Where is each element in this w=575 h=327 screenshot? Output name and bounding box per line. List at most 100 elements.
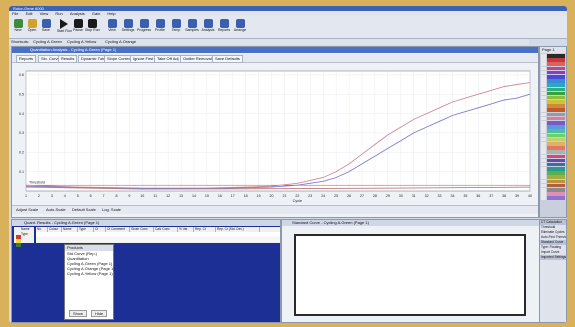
color-row[interactable] — [541, 66, 565, 71]
color-checkbox[interactable] — [541, 100, 546, 104]
adjust-scale-button[interactable]: Adjust Scale — [16, 207, 39, 212]
col-type[interactable]: Type — [78, 227, 94, 232]
menu-file[interactable]: File — [12, 11, 19, 16]
product-row-std-curve[interactable]: Std Curve (Rep.) — [67, 251, 98, 256]
color-checkbox[interactable] — [541, 171, 546, 175]
color-checkbox[interactable] — [541, 141, 546, 146]
log-scale-button[interactable]: Log. Scale — [102, 207, 121, 212]
outlier-removal-tool-button[interactable]: Outlier Removal — [180, 55, 215, 63]
color-row[interactable] — [541, 62, 565, 66]
color-checkbox[interactable] — [541, 83, 546, 87]
new-button[interactable]: New — [11, 18, 25, 36]
color-checkbox[interactable] — [541, 79, 546, 83]
product-row-cycling-yellow[interactable]: Cycling A.Yellow (Page 1) — [67, 271, 113, 276]
col-ct[interactable]: Ct — [94, 227, 106, 232]
pause-button[interactable]: Pause — [71, 18, 85, 36]
show-button[interactable]: Show — [69, 310, 88, 317]
save-defaults-tool-button[interactable]: Save Defaults — [212, 55, 243, 63]
col-given-conc[interactable]: Given Conc — [130, 227, 154, 232]
start-run-button[interactable]: Start Run — [57, 18, 72, 36]
color-row[interactable] — [541, 74, 565, 79]
color-checkbox[interactable] — [541, 196, 546, 200]
color-row[interactable] — [541, 100, 565, 104]
amplification-chart[interactable]: 1 2 3 4 5 6 7 8 9 10 11 12 13 14 15 16 17 18 19 20 21 22 23 24 2… — [12, 63, 538, 204]
color-checkbox[interactable] — [541, 150, 546, 154]
arrange-button[interactable]: Arrange — [233, 18, 247, 36]
color-checkbox[interactable] — [541, 104, 546, 108]
color-row[interactable] — [541, 54, 565, 58]
menu-run[interactable]: Run — [55, 11, 63, 16]
col-ct-comment[interactable]: Ct Comment — [106, 227, 130, 232]
col-rep-ct[interactable]: Rep. Ct — [194, 227, 216, 232]
shortcut-cycling-yellow[interactable]: Cycling A.Yellow — [67, 39, 97, 44]
color-checkbox[interactable] — [541, 129, 546, 133]
color-checkbox[interactable] — [541, 179, 546, 184]
threshold-field[interactable]: Threshold — [541, 225, 556, 229]
ignore-first-tool-button[interactable]: Ignore First — [130, 55, 157, 63]
swatch-yellow[interactable] — [16, 239, 21, 243]
color-row[interactable] — [541, 154, 565, 159]
curve-type-field[interactable]: Type: Floating — [541, 245, 562, 249]
color-checkbox[interactable] — [541, 167, 546, 171]
color-row[interactable] — [541, 108, 565, 113]
hide-button[interactable]: Hide — [91, 310, 108, 317]
color-checkbox[interactable] — [541, 108, 546, 113]
auto-find-threshold-button[interactable]: Auto-Find Threshold — [541, 235, 566, 239]
color-row[interactable] — [541, 104, 565, 108]
color-checkbox[interactable] — [541, 87, 546, 92]
col-no[interactable]: No. — [36, 227, 48, 232]
color-row[interactable] — [541, 58, 565, 62]
progress-button[interactable]: Progress — [137, 18, 151, 36]
color-row[interactable] — [541, 95, 565, 100]
color-checkbox[interactable] — [541, 62, 546, 66]
color-row[interactable] — [541, 133, 565, 138]
color-row[interactable] — [541, 129, 565, 133]
color-checkbox[interactable] — [541, 58, 546, 62]
settings-button[interactable]: Settings — [121, 18, 135, 36]
color-row[interactable] — [541, 70, 565, 75]
color-row[interactable] — [541, 146, 565, 150]
color-row[interactable] — [541, 125, 565, 129]
swatch-green[interactable] — [16, 243, 21, 247]
menu-edit[interactable]: Edit — [25, 11, 33, 16]
menu-view[interactable]: View — [39, 11, 49, 16]
take-off-adj-tool-button[interactable]: Take Off Adj — [154, 55, 182, 63]
color-checkbox[interactable] — [541, 116, 546, 121]
menu-analysis[interactable]: Analysis — [69, 11, 85, 16]
color-row[interactable] — [541, 121, 565, 125]
color-row[interactable] — [541, 188, 565, 192]
color-row[interactable] — [541, 91, 565, 96]
color-row[interactable] — [541, 79, 565, 83]
results-tool-button[interactable]: Results — [58, 55, 78, 63]
color-checkbox[interactable] — [541, 162, 546, 167]
color-row[interactable] — [541, 196, 565, 200]
color-checkbox[interactable] — [541, 91, 546, 96]
save-button[interactable]: Save — [39, 18, 53, 36]
color-checkbox[interactable] — [541, 146, 546, 150]
samples-button[interactable]: Samples — [185, 18, 199, 36]
color-checkbox[interactable] — [541, 112, 546, 117]
color-row[interactable] — [541, 192, 565, 196]
shortcut-cycling-green[interactable]: Cycling A.Green — [33, 39, 62, 44]
color-row[interactable] — [541, 116, 565, 121]
view-button[interactable]: View — [105, 18, 119, 36]
col-name[interactable]: Name — [62, 227, 78, 232]
color-checkbox[interactable] — [541, 74, 546, 79]
color-checkbox[interactable] — [541, 188, 546, 192]
table-row[interactable] — [36, 232, 280, 237]
stop-run-button[interactable]: Stop Run — [85, 18, 100, 36]
color-row[interactable] — [541, 150, 565, 154]
col-var[interactable]: % Var — [178, 227, 194, 232]
color-checkbox[interactable] — [541, 125, 546, 129]
standard-curve-plot[interactable] — [294, 234, 526, 316]
color-row[interactable] — [541, 158, 565, 163]
color-checkbox[interactable] — [541, 158, 546, 163]
swatch-red[interactable] — [16, 235, 21, 239]
color-row[interactable] — [541, 183, 565, 188]
product-row-quantitation[interactable]: Quantitation — [67, 256, 89, 261]
open-button[interactable]: Open — [25, 18, 39, 36]
color-row[interactable] — [541, 141, 565, 146]
menu-gain[interactable]: Gain — [91, 11, 101, 16]
reports-tool-button[interactable]: Reports — [16, 55, 37, 63]
import-curve-button[interactable]: Import Curve — [541, 250, 560, 254]
